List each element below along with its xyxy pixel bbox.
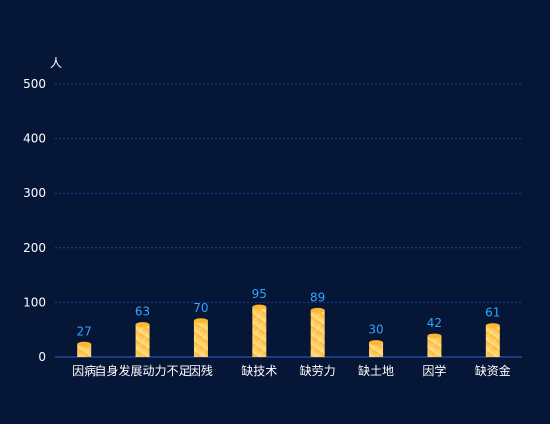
bar-value-label: 95: [252, 287, 267, 301]
y-tick-label: 300: [23, 186, 46, 200]
y-tick-label: 0: [38, 350, 46, 364]
bar-value-label: 27: [77, 324, 92, 338]
bar-value-label: 89: [310, 290, 325, 304]
x-tick-label: 缺资金: [475, 363, 511, 378]
grid-lines: [55, 83, 522, 358]
bar: [310, 307, 325, 357]
bar: [77, 341, 92, 357]
bar: [135, 322, 150, 357]
bar-value-label: 70: [193, 301, 208, 315]
y-axis-ticks: 0 100 200 300 400 500: [23, 77, 46, 364]
x-tick-label: 自身发展动力不足: [95, 363, 191, 378]
x-tick-label: 缺劳力: [300, 363, 336, 378]
y-tick-label: 400: [23, 132, 46, 146]
y-axis-unit-label: 人: [50, 56, 62, 70]
bar-value-label: 63: [135, 305, 150, 319]
x-tick-label: 缺技术: [241, 363, 277, 378]
bar: [252, 304, 267, 357]
bar: [485, 323, 500, 357]
bar: [369, 340, 384, 357]
x-tick-label: 因病: [72, 363, 96, 378]
bar-value-label: 30: [368, 323, 383, 337]
bar: [427, 333, 442, 357]
x-tick-label: 缺土地: [358, 363, 394, 378]
bars: [77, 304, 500, 357]
bar: [193, 318, 208, 357]
y-tick-label: 200: [23, 241, 46, 255]
y-tick-label: 500: [23, 77, 46, 91]
y-tick-label: 100: [23, 295, 46, 309]
bar-value-label: 61: [485, 306, 500, 320]
data-labels: 27 63 70 95 89 30 42 61: [77, 287, 501, 338]
x-tick-label: 因学: [422, 363, 446, 378]
bar-value-label: 42: [427, 316, 442, 330]
x-tick-label: 因残: [189, 364, 213, 378]
